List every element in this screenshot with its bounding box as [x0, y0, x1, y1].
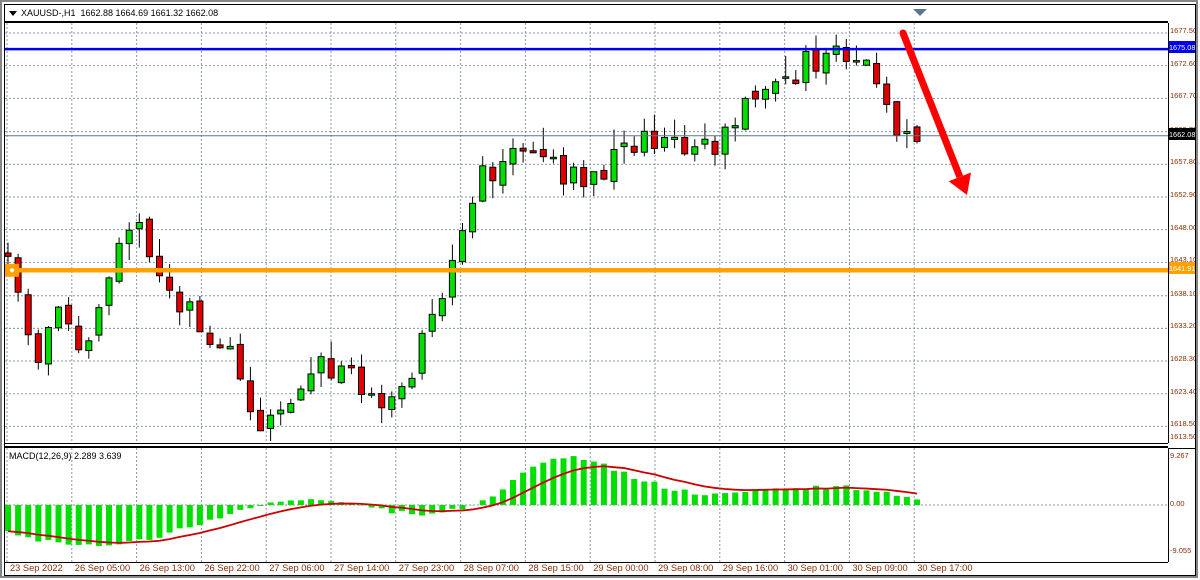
svg-text:MACD(12,26,9) 2.289 3.639: MACD(12,26,9) 2.289 3.639 — [9, 451, 122, 461]
